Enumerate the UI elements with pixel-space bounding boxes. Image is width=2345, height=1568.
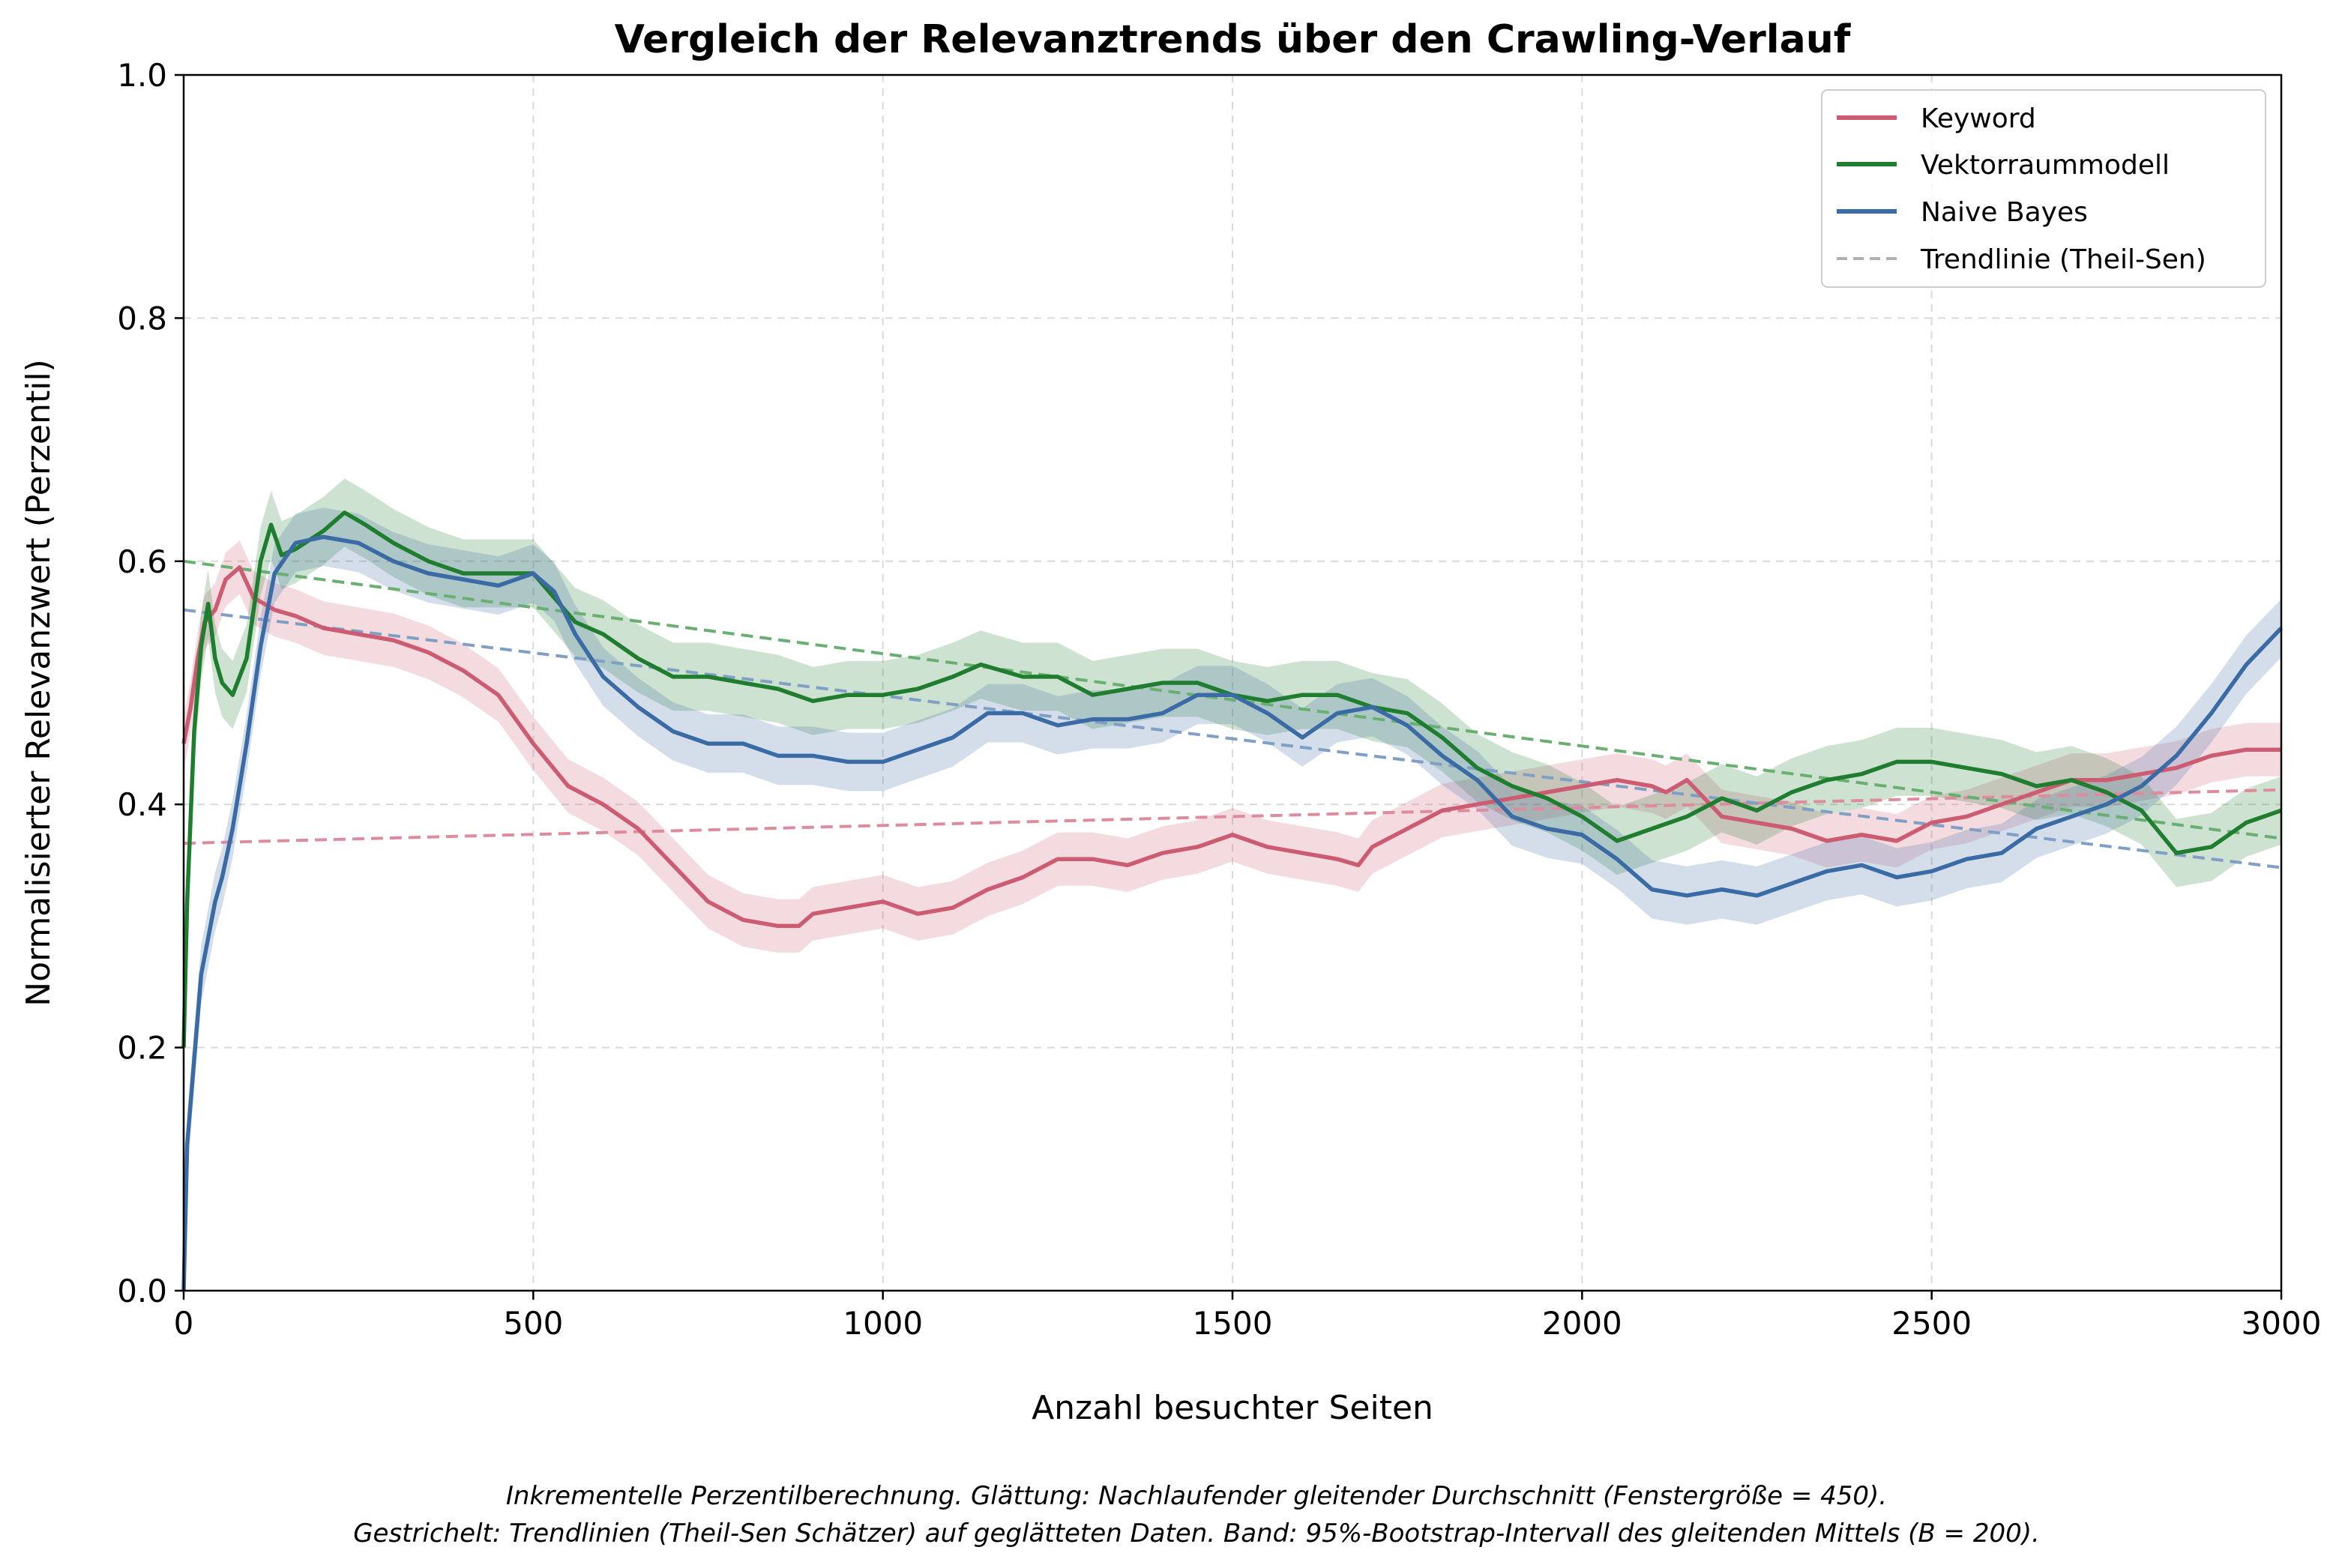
x-axis-ticks: 0 500 1000 1500 2000 2500 3000	[174, 1291, 2322, 1342]
x-tick-label-6: 3000	[2242, 1305, 2322, 1342]
legend-label-trendlinie: Trendlinie (Theil-Sen)	[1920, 244, 2206, 275]
legend-box	[1821, 89, 2266, 288]
x-axis-label: Anzahl besuchter Seiten	[1032, 1389, 1433, 1427]
trendline-naive-bayes	[183, 608, 2282, 869]
trendline-keyword	[183, 788, 2282, 845]
confidence-bands	[184, 478, 2281, 1291]
x-tick-label-1: 500	[503, 1305, 563, 1342]
legend-label-keyword: Keyword	[1921, 103, 2036, 134]
y-axis-label: Normalisierter Relevanzwert (Perzentil)	[19, 359, 58, 1007]
trend-lines	[183, 559, 2282, 869]
footnote-line-2: Gestrichelt: Trendlinien (Theil-Sen Schä…	[353, 1519, 2040, 1549]
y-tick-label-1: 0.2	[117, 1030, 167, 1067]
legend: Keyword Vektorraummodell Naive Bayes Tre…	[1821, 89, 2266, 288]
y-tick-label-5: 1.0	[117, 57, 167, 94]
footnote-line-1: Inkrementelle Perzentilberechnung. Glätt…	[506, 1481, 1887, 1511]
y-tick-label-3: 0.6	[117, 543, 167, 580]
series-line-naive-bayes	[181, 534, 2283, 1291]
y-tick-label-0: 0.0	[117, 1273, 167, 1309]
y-tick-label-2: 0.4	[117, 786, 167, 823]
series-line-keyword	[181, 565, 2281, 929]
x-tick-label-0: 0	[174, 1305, 194, 1342]
legend-label-naive-bayes: Naive Bayes	[1921, 197, 2088, 228]
y-tick-label-4: 0.8	[117, 300, 167, 337]
series-line-vektorraummodell	[181, 510, 2282, 1048]
x-tick-label-3: 1500	[1193, 1305, 1273, 1342]
band-naive-bayes	[184, 507, 2281, 1291]
series-lines	[181, 510, 2283, 1291]
legend-label-vektorraummodell: Vektorraummodell	[1921, 150, 2170, 181]
chart-title: Vergleich der Relevanztrends über den Cr…	[615, 17, 1852, 62]
x-tick-label-4: 2000	[1542, 1305, 1622, 1342]
trendline-vektorraummodell	[183, 559, 2282, 840]
band-vektorraummodell	[184, 478, 2281, 1082]
y-axis-ticks: 0.0 0.2 0.4 0.6 0.8 1.0	[117, 57, 184, 1309]
x-tick-label-5: 2500	[1891, 1305, 1972, 1342]
x-tick-label-2: 1000	[843, 1305, 923, 1342]
